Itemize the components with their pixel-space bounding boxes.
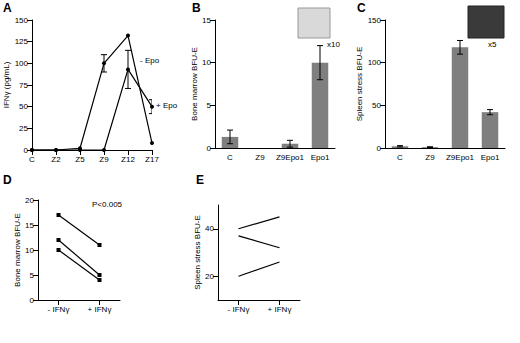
svg-text:150: 150	[368, 16, 382, 25]
svg-text:Z5: Z5	[75, 155, 85, 164]
svg-text:Z9: Z9	[425, 153, 435, 162]
svg-text:Bone marrow BFU-E: Bone marrow BFU-E	[13, 213, 22, 287]
svg-text:40: 40	[205, 224, 214, 233]
svg-text:100: 100	[15, 59, 29, 68]
svg-text:0: 0	[24, 146, 29, 155]
svg-text:C: C	[227, 153, 233, 162]
svg-text:50: 50	[19, 102, 28, 111]
svg-text:5: 5	[30, 271, 35, 280]
svg-text:0: 0	[377, 144, 382, 153]
svg-text:- Epo: - Epo	[140, 56, 160, 65]
svg-text:x10: x10	[327, 40, 340, 49]
svg-text:Z9: Z9	[255, 153, 265, 162]
svg-text:E: E	[196, 173, 204, 187]
svg-text:50: 50	[372, 101, 381, 110]
svg-text:+ IFNγ: + IFNγ	[88, 305, 112, 314]
svg-text:C: C	[397, 153, 403, 162]
svg-text:+ Epo: + Epo	[156, 101, 178, 110]
svg-text:15: 15	[25, 221, 34, 230]
svg-text:25: 25	[19, 124, 28, 133]
svg-text:+ IFNγ: + IFNγ	[268, 305, 292, 314]
svg-text:125: 125	[15, 37, 29, 46]
svg-text:10: 10	[202, 58, 211, 67]
svg-text:5: 5	[207, 101, 212, 110]
svg-text:75: 75	[19, 81, 28, 90]
svg-text:10: 10	[25, 246, 34, 255]
svg-text:B: B	[192, 1, 201, 15]
svg-text:Epo1: Epo1	[481, 153, 500, 162]
svg-text:- IFNγ: - IFNγ	[48, 305, 70, 314]
svg-text:Z9Epo1: Z9Epo1	[276, 153, 305, 162]
svg-text:Epo1: Epo1	[311, 153, 330, 162]
svg-text:D: D	[3, 173, 12, 187]
svg-text:Bone marrow BFU-E: Bone marrow BFU-E	[190, 47, 199, 121]
svg-text:x5: x5	[488, 40, 497, 49]
svg-text:100: 100	[368, 58, 382, 67]
svg-text:150: 150	[15, 16, 29, 25]
svg-text:Z9Epo1: Z9Epo1	[446, 153, 475, 162]
svg-text:C: C	[29, 155, 35, 164]
svg-text:Spleen stress BFU-E: Spleen stress BFU-E	[355, 47, 364, 122]
svg-text:15: 15	[202, 16, 211, 25]
svg-text:Spleen stress BFU-E: Spleen stress BFU-E	[193, 215, 202, 290]
svg-text:- IFNγ: - IFNγ	[228, 305, 250, 314]
svg-text:0: 0	[30, 296, 35, 305]
svg-text:Z2: Z2	[51, 155, 61, 164]
svg-text:0: 0	[207, 144, 212, 153]
svg-text:P<0.005: P<0.005	[92, 200, 123, 209]
svg-text:Z9: Z9	[99, 155, 109, 164]
svg-text:C: C	[357, 1, 366, 15]
svg-text:20: 20	[25, 196, 34, 205]
svg-text:IFNγ (pg/mL): IFNγ (pg/mL)	[2, 61, 11, 108]
svg-text:Z17: Z17	[145, 155, 159, 164]
svg-text:A: A	[3, 1, 12, 15]
svg-text:20: 20	[205, 272, 214, 281]
svg-text:Z12: Z12	[121, 155, 135, 164]
